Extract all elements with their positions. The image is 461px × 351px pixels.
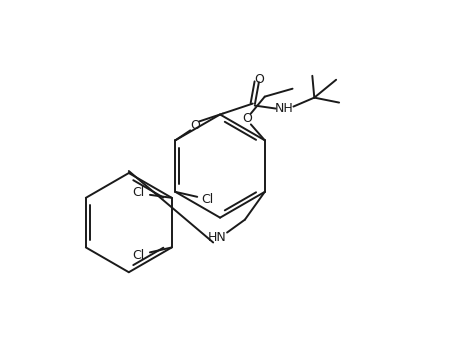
Text: O: O [190, 119, 200, 132]
Text: O: O [254, 73, 264, 86]
Text: Cl: Cl [132, 186, 144, 199]
Text: O: O [242, 112, 252, 125]
Text: HN: HN [208, 231, 226, 244]
Text: Cl: Cl [132, 249, 144, 262]
Text: Cl: Cl [201, 193, 213, 206]
Text: NH: NH [275, 102, 294, 115]
